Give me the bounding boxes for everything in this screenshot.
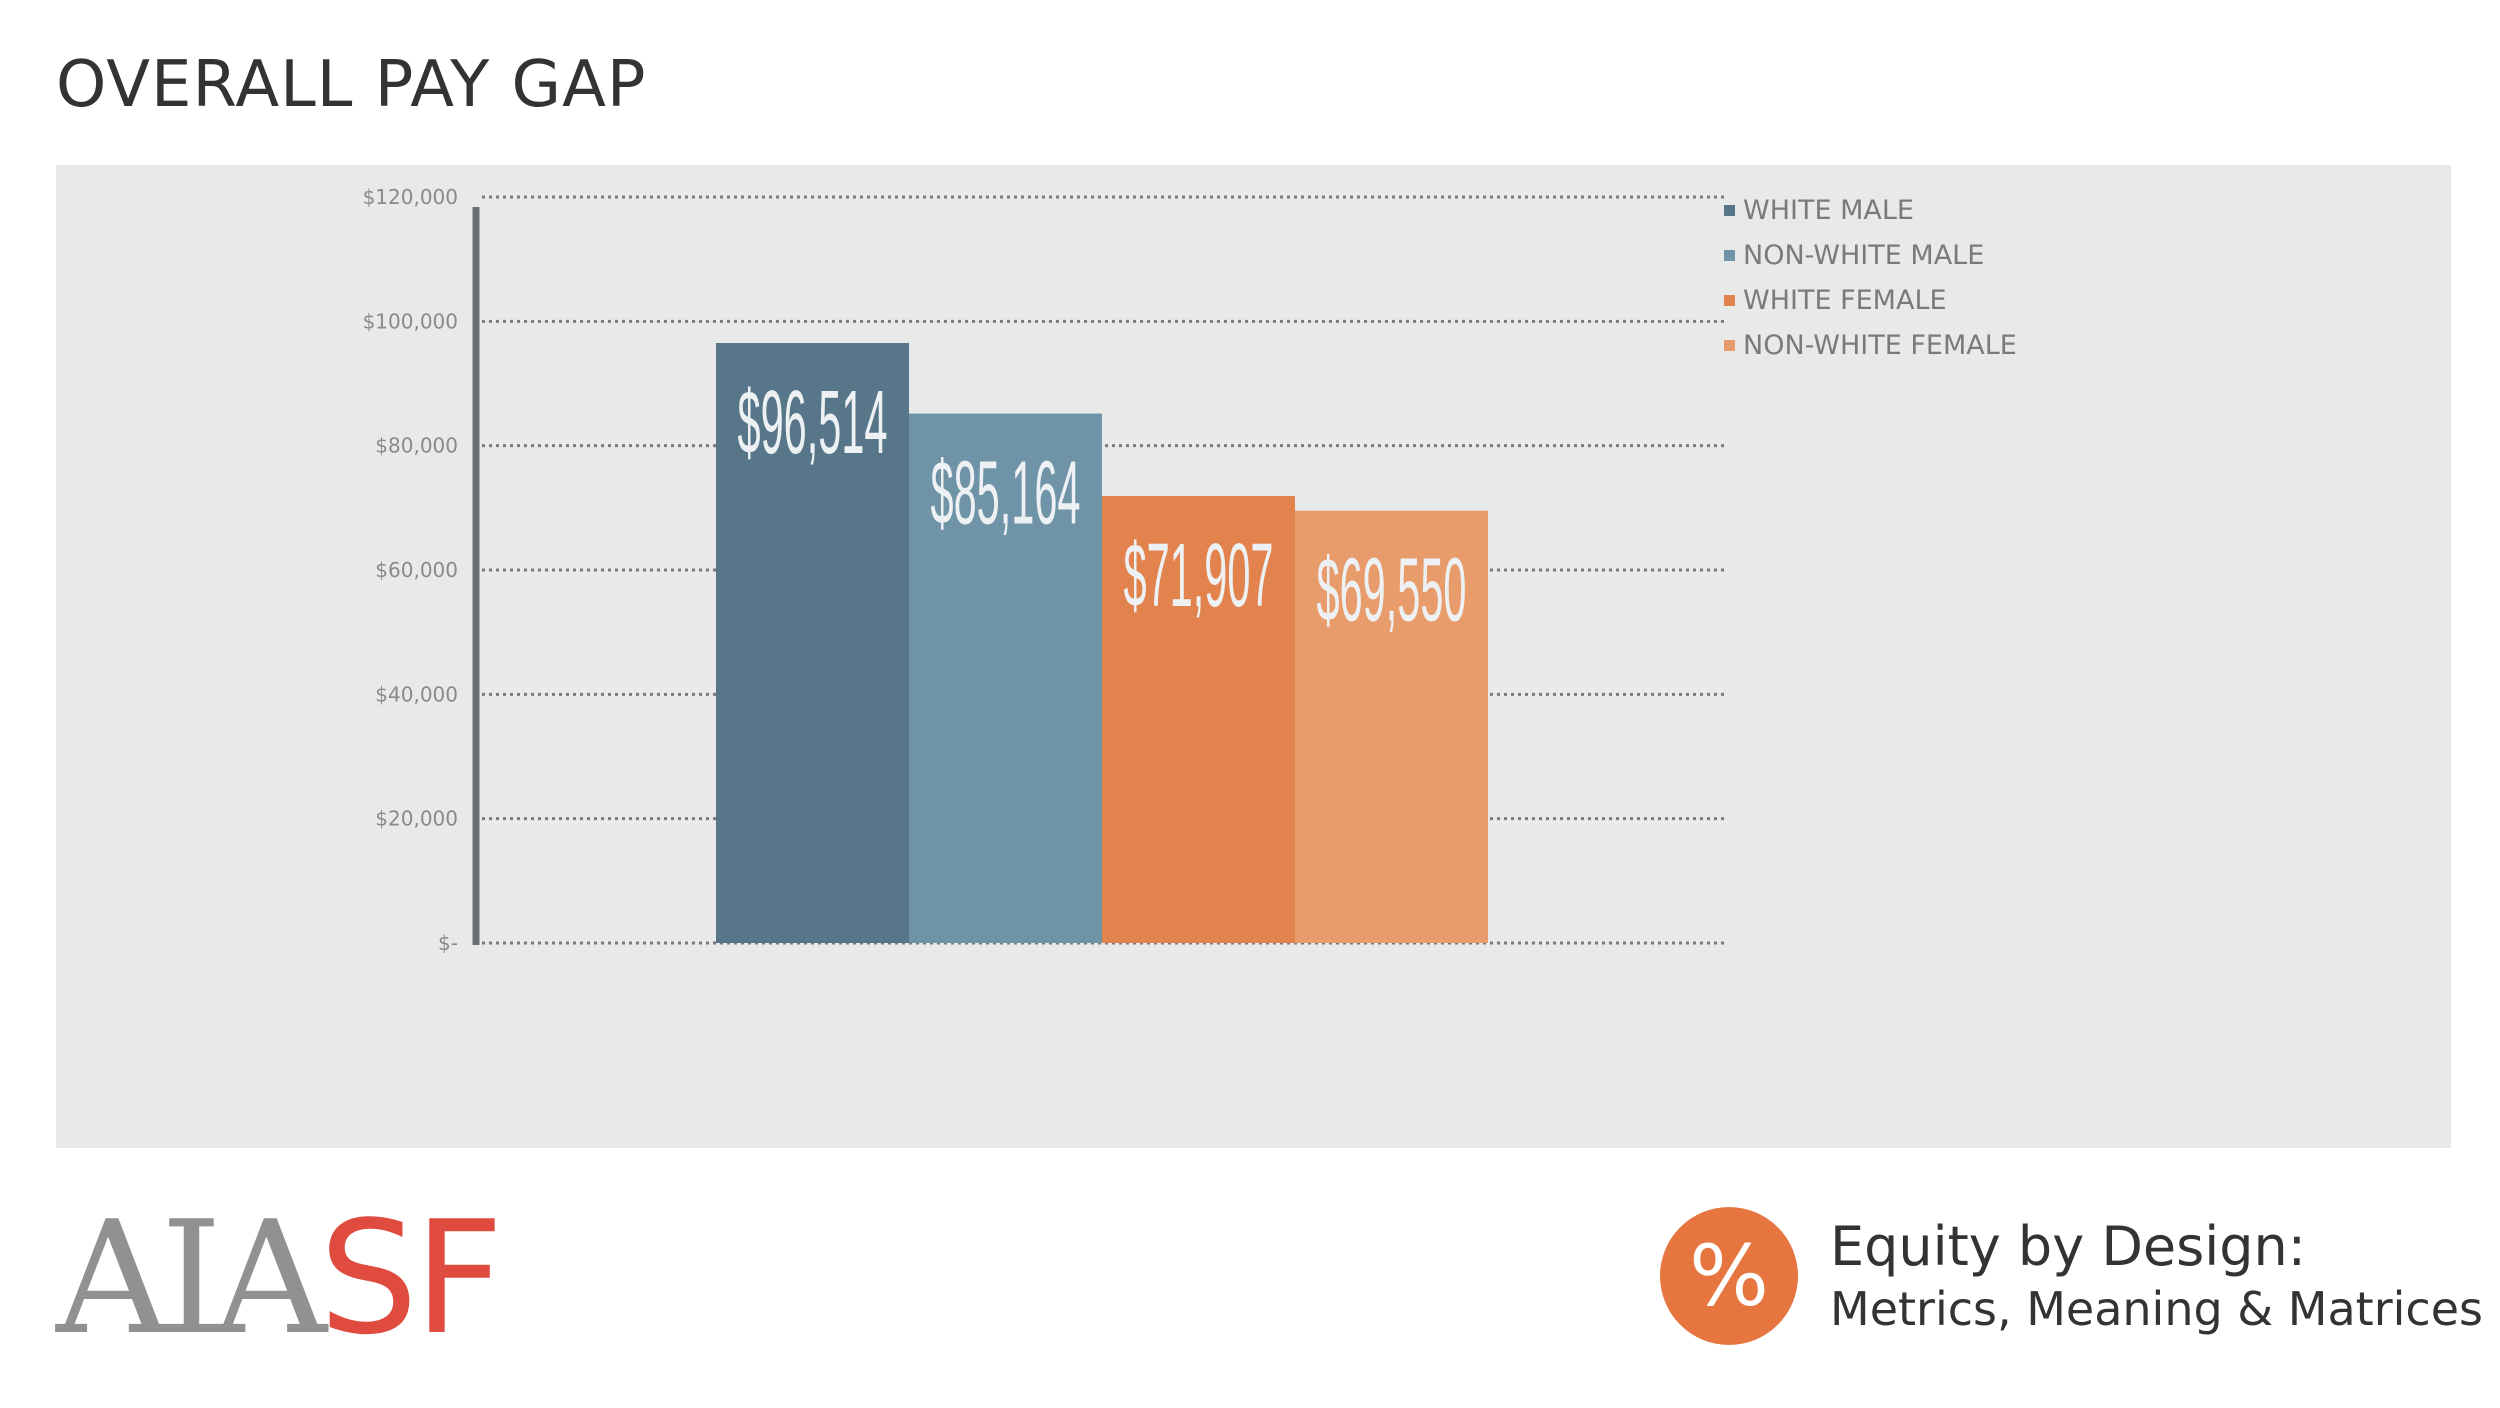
tagline-title: Equity by Design: xyxy=(1830,1215,2306,1278)
bar-data-label: $85,164 xyxy=(931,444,1081,544)
logo-sf-text: SF xyxy=(318,1187,504,1369)
y-tick-label: $40,000 xyxy=(375,682,458,706)
bar-data-label: $96,514 xyxy=(738,373,888,473)
legend-label: NON-WHITE FEMALE xyxy=(1743,330,2017,361)
percent-badge-icon: % xyxy=(1660,1207,1798,1345)
chart-panel: $- $20,000 $40,000 $60,000 $80,000 $100,000 $1… xyxy=(56,165,2451,1148)
y-tick-label: $20,000 xyxy=(375,807,458,831)
legend-label: WHITE FEMALE xyxy=(1743,285,1947,316)
legend-swatch xyxy=(1724,295,1735,306)
bar-chart: $- $20,000 $40,000 $60,000 $80,000 $100,000 $1… xyxy=(363,185,2017,955)
bar-white-female xyxy=(1102,495,1295,943)
aiasf-logo: AIASF xyxy=(56,1200,504,1356)
y-tick-label: $60,000 xyxy=(375,558,458,582)
event-tagline: Equity by Design: Metrics, Meaning & Mat… xyxy=(1830,1214,2483,1338)
legend-label: WHITE MALE xyxy=(1743,195,1914,226)
legend-swatch xyxy=(1724,340,1735,351)
bar-non-white-male xyxy=(909,413,1102,943)
y-tick-label: $- xyxy=(438,931,458,955)
y-tick-label: $100,000 xyxy=(363,309,458,333)
logo-aia-text: AIA xyxy=(56,1187,327,1369)
bar-white-male xyxy=(716,343,909,943)
legend-label: NON-WHITE MALE xyxy=(1743,240,1984,271)
y-tick-label: $80,000 xyxy=(375,434,458,458)
page-title: OVERALL PAY GAP xyxy=(56,48,647,122)
legend-swatch xyxy=(1724,205,1735,216)
tagline-subtitle: Metrics, Meaning & Matrices xyxy=(1830,1282,2483,1336)
y-tick-label: $120,000 xyxy=(363,185,458,209)
bar-data-label: $71,907 xyxy=(1124,526,1274,626)
bar-data-label: $69,550 xyxy=(1317,541,1467,641)
bar-non-white-female xyxy=(1295,510,1488,943)
legend-swatch xyxy=(1724,250,1735,261)
